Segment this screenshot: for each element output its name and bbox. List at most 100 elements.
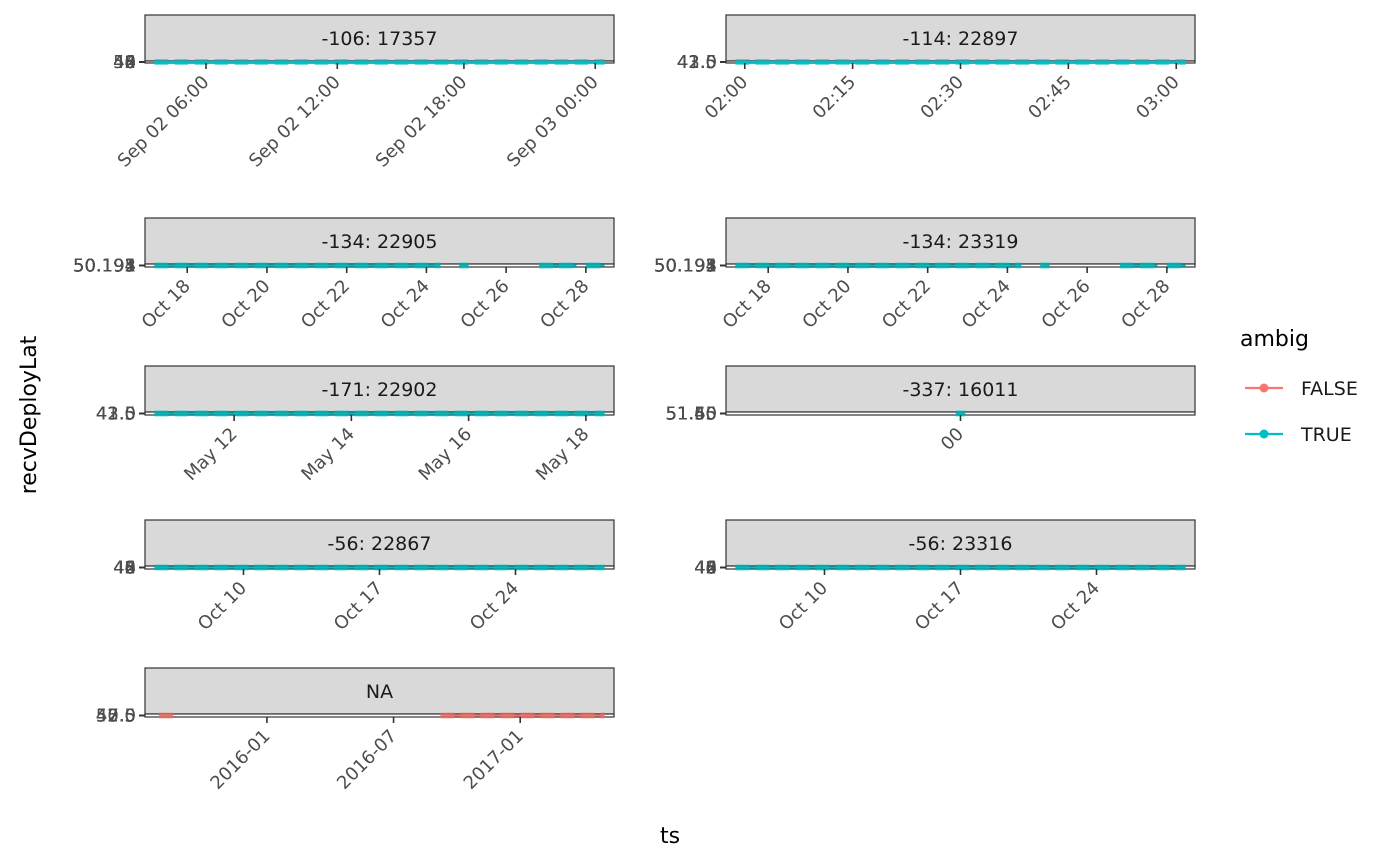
x-tick-label: May 16 xyxy=(415,424,476,485)
facet-strip xyxy=(725,14,1196,62)
y-tick-label: 50.194 xyxy=(73,256,136,277)
x-tick-label: Oct 28 xyxy=(1117,276,1174,333)
legend-title: ambig xyxy=(1240,327,1309,352)
y-tick-label: 47.5 xyxy=(96,706,136,727)
y-tick-label: 50.193 xyxy=(73,256,136,277)
facet-strip xyxy=(725,365,1196,413)
x-tick-label: Oct 24 xyxy=(377,276,434,333)
x-tick-label: May 18 xyxy=(532,424,593,485)
x-tick-label: 00 xyxy=(937,424,968,455)
y-tick-label: 42.5 xyxy=(96,706,136,727)
legend-item-true: TRUE xyxy=(1245,424,1352,446)
legend-item-false: FALSE xyxy=(1245,378,1358,400)
y-tick-label: 41.5 xyxy=(677,52,717,73)
x-tick-label: 03:00 xyxy=(1132,72,1184,124)
y-tick-label: 44 xyxy=(694,558,717,579)
x-tick-label: Sep 02 18:00 xyxy=(372,72,472,172)
facet-strip-label: -56: 23316 xyxy=(909,533,1013,555)
facet-panel: NA 42.545.047.550.052.5 2016-01 2016-07 2017… xyxy=(96,667,615,794)
x-tick-label: Oct 18 xyxy=(138,276,195,333)
y-tick-label: 42 xyxy=(113,52,136,73)
x-tick-label: Oct 26 xyxy=(457,276,514,333)
y-tick-label: 46 xyxy=(113,558,136,579)
x-tick-label: 02:45 xyxy=(1024,72,1076,124)
facet-strip-label: -114: 22897 xyxy=(902,28,1018,50)
facet-strip xyxy=(144,519,615,567)
y-tick-label: 48 xyxy=(113,52,136,73)
y-tick-label: 51.60 xyxy=(665,404,717,425)
facet-strip-label: -134: 23319 xyxy=(902,231,1018,253)
y-tick-label: 40 xyxy=(694,558,717,579)
y-tick-label: 42.5 xyxy=(96,404,136,425)
facet-strip-label: NA xyxy=(366,681,393,703)
x-tick-label: May 14 xyxy=(297,424,358,485)
facet-strip xyxy=(144,14,615,62)
facet-strip xyxy=(144,365,615,413)
x-tick-label: Oct 18 xyxy=(719,276,776,333)
y-tick-label: 40 xyxy=(113,558,136,579)
x-tick-label: Sep 02 12:00 xyxy=(245,72,345,172)
y-tick-label: 45.0 xyxy=(96,706,136,727)
facet-strip-label: -134: 22905 xyxy=(321,231,437,253)
x-tick-label: 02:30 xyxy=(917,72,969,124)
x-tick-label: Oct 10 xyxy=(194,578,251,635)
x-tick-label: Oct 24 xyxy=(1047,578,1104,635)
y-tick-label: 48 xyxy=(113,558,136,579)
facet-strip-label: -171: 22902 xyxy=(321,379,437,401)
y-tick-label: 50.191 xyxy=(73,256,136,277)
y-tick-label: 42 xyxy=(113,558,136,579)
y-tick-label: 50.192 xyxy=(73,256,136,277)
facet-strip-label: -337: 16011 xyxy=(902,379,1018,401)
y-tick-label: 48 xyxy=(694,558,717,579)
y-tick-label: 40 xyxy=(113,52,136,73)
x-tick-label: Oct 28 xyxy=(536,276,593,333)
y-tick-label: 50.195 xyxy=(654,256,717,277)
legend-key-point-true xyxy=(1259,429,1269,439)
y-tick-label: 43.0 xyxy=(677,52,717,73)
x-tick-label: Oct 17 xyxy=(330,578,387,635)
y-tick-label: 43.0 xyxy=(96,404,136,425)
x-tick-label: Sep 02 06:00 xyxy=(114,72,214,172)
y-tick-label: 50.193 xyxy=(654,256,717,277)
x-tick-label: Oct 10 xyxy=(775,578,832,635)
x-tick-label: Sep 03 00:00 xyxy=(503,72,603,172)
legend-label-true: TRUE xyxy=(1300,424,1352,446)
y-tick-label: 42.0 xyxy=(677,52,717,73)
y-tick-label: 46 xyxy=(694,558,717,579)
x-tick-label: 02:00 xyxy=(701,72,753,124)
x-tick-label: Oct 22 xyxy=(297,276,354,333)
x-tick-label: 2017-01 xyxy=(460,726,528,794)
y-tick-label: 52.5 xyxy=(96,706,136,727)
facet-strip xyxy=(725,217,1196,265)
x-tick-label: 2016-01 xyxy=(206,726,274,794)
x-tick-label: Oct 20 xyxy=(798,276,855,333)
x-axis-title: ts xyxy=(660,824,680,849)
y-tick-label: 41.5 xyxy=(96,404,136,425)
x-tick-label: Oct 26 xyxy=(1038,276,1095,333)
facet-strip-label: -106: 17357 xyxy=(321,28,437,50)
facet-strip-label: -56: 22867 xyxy=(328,533,432,555)
facet-panel: -171: 22902 41.542.042.543.0 May 12 May 14 M… xyxy=(96,365,615,485)
y-tick-label: 50 xyxy=(113,52,136,73)
x-tick-label: Oct 24 xyxy=(466,578,523,635)
y-tick-label: 51.40 xyxy=(665,404,717,425)
legend: ambig FALSE TRUE xyxy=(1240,327,1358,446)
x-tick-label: Oct 22 xyxy=(878,276,935,333)
y-tick-label: 50.195 xyxy=(73,256,136,277)
y-tick-label: 51.45 xyxy=(665,404,717,425)
x-tick-label: Oct 17 xyxy=(911,578,968,635)
x-tick-label: 2016-07 xyxy=(333,726,401,794)
facet-panel: -114: 22897 41.542.042.543.002:00 02:15 02:… xyxy=(677,14,1196,124)
x-tick-label: 02:15 xyxy=(809,72,861,124)
y-tick-label: 42.5 xyxy=(677,52,717,73)
legend-label-false: FALSE xyxy=(1301,378,1358,400)
y-tick-label: 42.0 xyxy=(96,404,136,425)
facet-panel: -134: 22905 50.19150.19250.19350.19450.19… xyxy=(73,217,615,333)
y-tick-label: 51.50 xyxy=(665,404,717,425)
